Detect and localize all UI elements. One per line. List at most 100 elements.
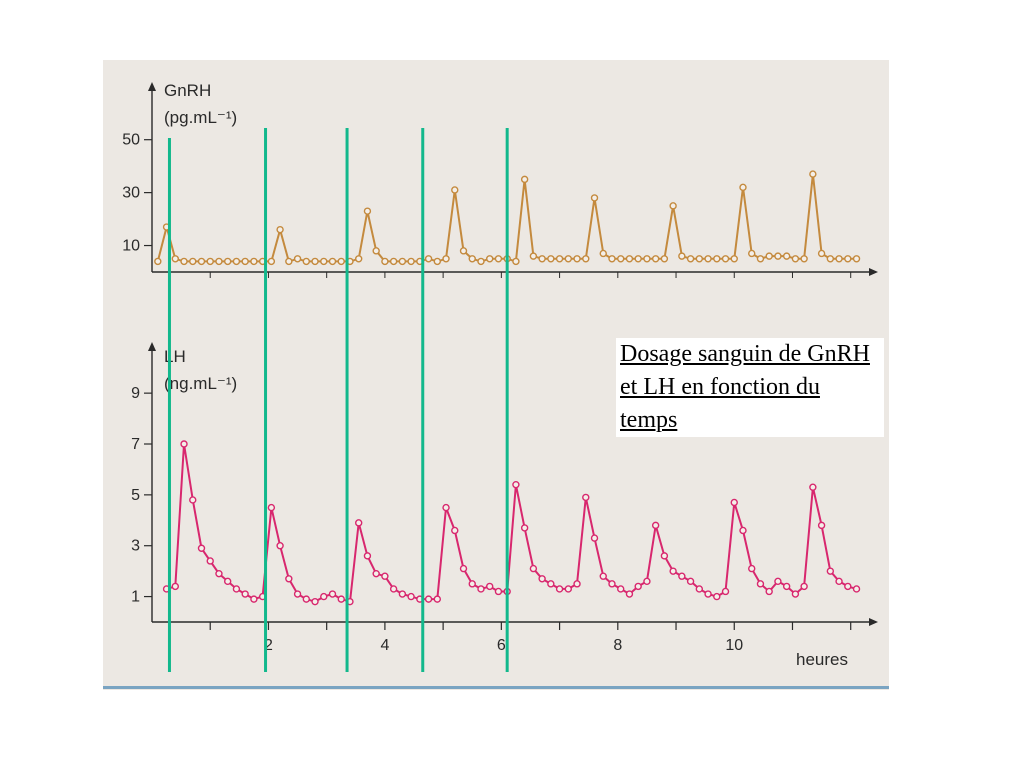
- gnrh-data-point: [573, 255, 581, 263]
- lh-data-point: [267, 503, 276, 512]
- gnrh-data-point: [800, 255, 808, 263]
- lh-data-point: [852, 585, 861, 593]
- gnrh-data-point: [756, 255, 765, 263]
- lh-y-tick-label: 3: [131, 538, 140, 555]
- gnrh-data-point: [608, 255, 616, 263]
- lh-data-point: [451, 526, 459, 535]
- lh-data-point: [756, 580, 765, 588]
- gnrh-data-point: [171, 255, 179, 263]
- gnrh-data-point: [267, 257, 276, 266]
- gnrh-data-point: [451, 186, 459, 194]
- lh-data-point: [669, 567, 677, 575]
- gnrh-data-point: [651, 255, 660, 263]
- gnrh-data-point: [512, 257, 520, 266]
- lh-data-point: [293, 590, 302, 598]
- lh-data-point: [398, 590, 407, 598]
- lh-data-point: [477, 585, 485, 593]
- lh-data-point: [285, 575, 293, 583]
- lh-data-point: [774, 577, 782, 586]
- gnrh-data-point: [721, 255, 730, 263]
- lh-data-point: [232, 585, 241, 593]
- lh-data-point: [442, 503, 450, 512]
- lh-data-point: [494, 587, 503, 596]
- gnrh-data-point: [241, 257, 249, 266]
- lh-data-point: [573, 580, 581, 588]
- lh-data-point: [800, 582, 808, 591]
- lh-x-tick-label: 2: [264, 637, 273, 654]
- lh-axis-unit: (ng.mL⁻¹): [164, 374, 237, 393]
- lh-data-point: [529, 564, 538, 573]
- lh-x-tick-label: 4: [380, 637, 389, 654]
- gnrh-data-point: [782, 252, 791, 260]
- lh-data-point: [730, 498, 738, 507]
- lh-data-point: [372, 569, 380, 578]
- gnrh-data-point: [678, 252, 686, 260]
- lh-y-tick-label: 5: [131, 487, 140, 504]
- lh-data-point: [599, 572, 607, 580]
- lh-data-point: [337, 595, 345, 603]
- lh-x-axis-title: heures: [796, 650, 848, 669]
- gnrh-data-point: [791, 255, 800, 263]
- lh-data-point: [643, 577, 651, 586]
- lh-y-tick-label: 7: [131, 436, 140, 453]
- lh-data-point: [189, 496, 197, 504]
- gnrh-data-point: [389, 257, 398, 266]
- lh-data-point: [721, 587, 730, 596]
- gnrh-data-point: [547, 255, 555, 263]
- lh-data-point: [817, 521, 826, 530]
- lh-x-tick-label: 6: [497, 637, 506, 654]
- gnrh-data-point: [232, 257, 241, 266]
- gnrh-data-point: [180, 257, 188, 266]
- lh-data-point: [215, 569, 223, 578]
- gnrh-data-point: [494, 255, 503, 263]
- gnrh-y-tick-label: 50: [122, 132, 140, 149]
- gnrh-data-point: [774, 252, 782, 260]
- gnrh-data-point: [730, 255, 738, 263]
- lh-data-point: [197, 544, 206, 552]
- gnrh-data-point: [713, 255, 721, 263]
- gnrh-data-point: [529, 252, 538, 260]
- gnrh-y-tick-label: 30: [122, 185, 140, 202]
- lh-data-point: [407, 592, 415, 601]
- lh-data-point: [311, 597, 319, 606]
- gnrh-data-point: [215, 257, 223, 266]
- lh-data-point: [564, 585, 573, 593]
- lh-data-point: [713, 592, 721, 601]
- lh-data-point: [538, 575, 546, 583]
- gnrh-data-point: [538, 255, 546, 263]
- lh-data-point: [704, 590, 712, 598]
- lh-data-point: [660, 552, 669, 560]
- lh-data-point: [468, 580, 476, 588]
- lh-data-point: [171, 582, 179, 591]
- lh-data-point: [328, 590, 337, 598]
- gnrh-axis-title: GnRH: [164, 81, 211, 100]
- gnrh-data-point: [486, 255, 494, 263]
- gnrh-data-point: [197, 257, 206, 266]
- gnrh-data-point: [337, 257, 345, 266]
- gnrh-data-point: [468, 255, 476, 263]
- gnrh-data-point: [669, 202, 677, 210]
- lh-data-point: [424, 595, 433, 603]
- gnrh-data-point: [477, 257, 485, 266]
- gnrh-data-point: [328, 257, 337, 266]
- gnrh-data-point: [844, 255, 852, 263]
- lh-data-point: [433, 595, 442, 603]
- gnrh-data-point: [660, 255, 669, 263]
- gnrh-data-point: [433, 257, 442, 266]
- lh-data-point: [582, 493, 590, 502]
- gnrh-data-point: [748, 249, 756, 258]
- gnrh-data-point: [250, 257, 258, 266]
- lh-series: [162, 440, 861, 606]
- gnrh-data-point: [634, 255, 642, 263]
- lh-data-point: [686, 577, 695, 586]
- lh-series-line: [166, 443, 857, 603]
- lh-data-point: [765, 587, 773, 596]
- gnrh-series: [154, 170, 861, 266]
- gnrh-data-point: [293, 255, 302, 263]
- lh-data-point: [651, 521, 660, 530]
- gnrh-data-point: [363, 207, 372, 215]
- gnrh-axis-unit: (pg.mL⁻¹): [164, 108, 237, 127]
- lh-data-point: [809, 483, 817, 491]
- gnrh-data-point: [285, 257, 293, 266]
- gnrh-data-point: [564, 255, 573, 263]
